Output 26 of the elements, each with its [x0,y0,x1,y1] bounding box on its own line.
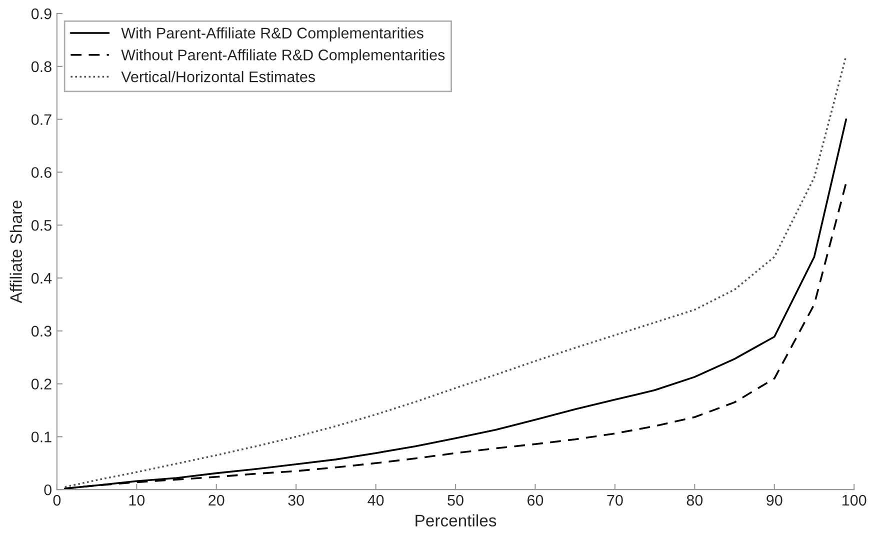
x-axis-title: Percentiles [416,514,496,527]
x-tick-label: 70 [607,494,623,506]
x-tick-label: 0 [53,494,61,506]
y-tick-label: 0 [44,484,52,496]
y-tick-label: 0.7 [31,114,52,126]
x-tick-label: 90 [766,494,782,506]
x-tick-label: 20 [208,494,224,506]
y-tick-label: 0.2 [31,378,52,390]
y-tick-label: 0.1 [31,432,52,442]
x-tick-label: 60 [528,494,544,506]
x-tick-label: 100 [842,494,866,506]
legend-label: Without Parent-Affiliate R&D Complementarities [121,49,445,64]
y-tick-label: 0.9 [31,8,52,20]
y-axis-title: Affiliate Share [10,200,22,304]
x-tick-label: 50 [448,494,464,506]
y-tick-label: 0.5 [31,220,52,231]
x-tick-label: 30 [288,494,304,506]
legend-label: With Parent-Affiliate R&D Complementarities [121,27,424,42]
y-tick-label: 0.3 [31,326,52,337]
x-tick-label: 40 [368,494,384,506]
y-tick-label: 0.8 [31,61,52,72]
y-tick-label: 0.4 [31,272,52,284]
y-tick-label: 0.6 [31,167,52,178]
x-tick-label: 80 [686,494,703,506]
legend-label: Vertical/Horizontal Estimates [121,71,315,82]
x-tick-label: 10 [129,494,145,506]
